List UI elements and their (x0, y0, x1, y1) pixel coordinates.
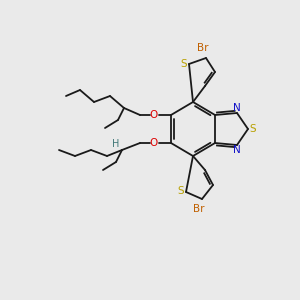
Text: O: O (150, 110, 158, 120)
Text: S: S (181, 59, 187, 69)
Text: Br: Br (193, 204, 205, 214)
Text: S: S (250, 124, 256, 134)
Text: O: O (150, 138, 158, 148)
Text: S: S (178, 186, 184, 196)
Text: N: N (233, 145, 241, 155)
Text: H: H (112, 139, 120, 149)
Text: N: N (233, 103, 241, 113)
Text: Br: Br (197, 43, 209, 53)
